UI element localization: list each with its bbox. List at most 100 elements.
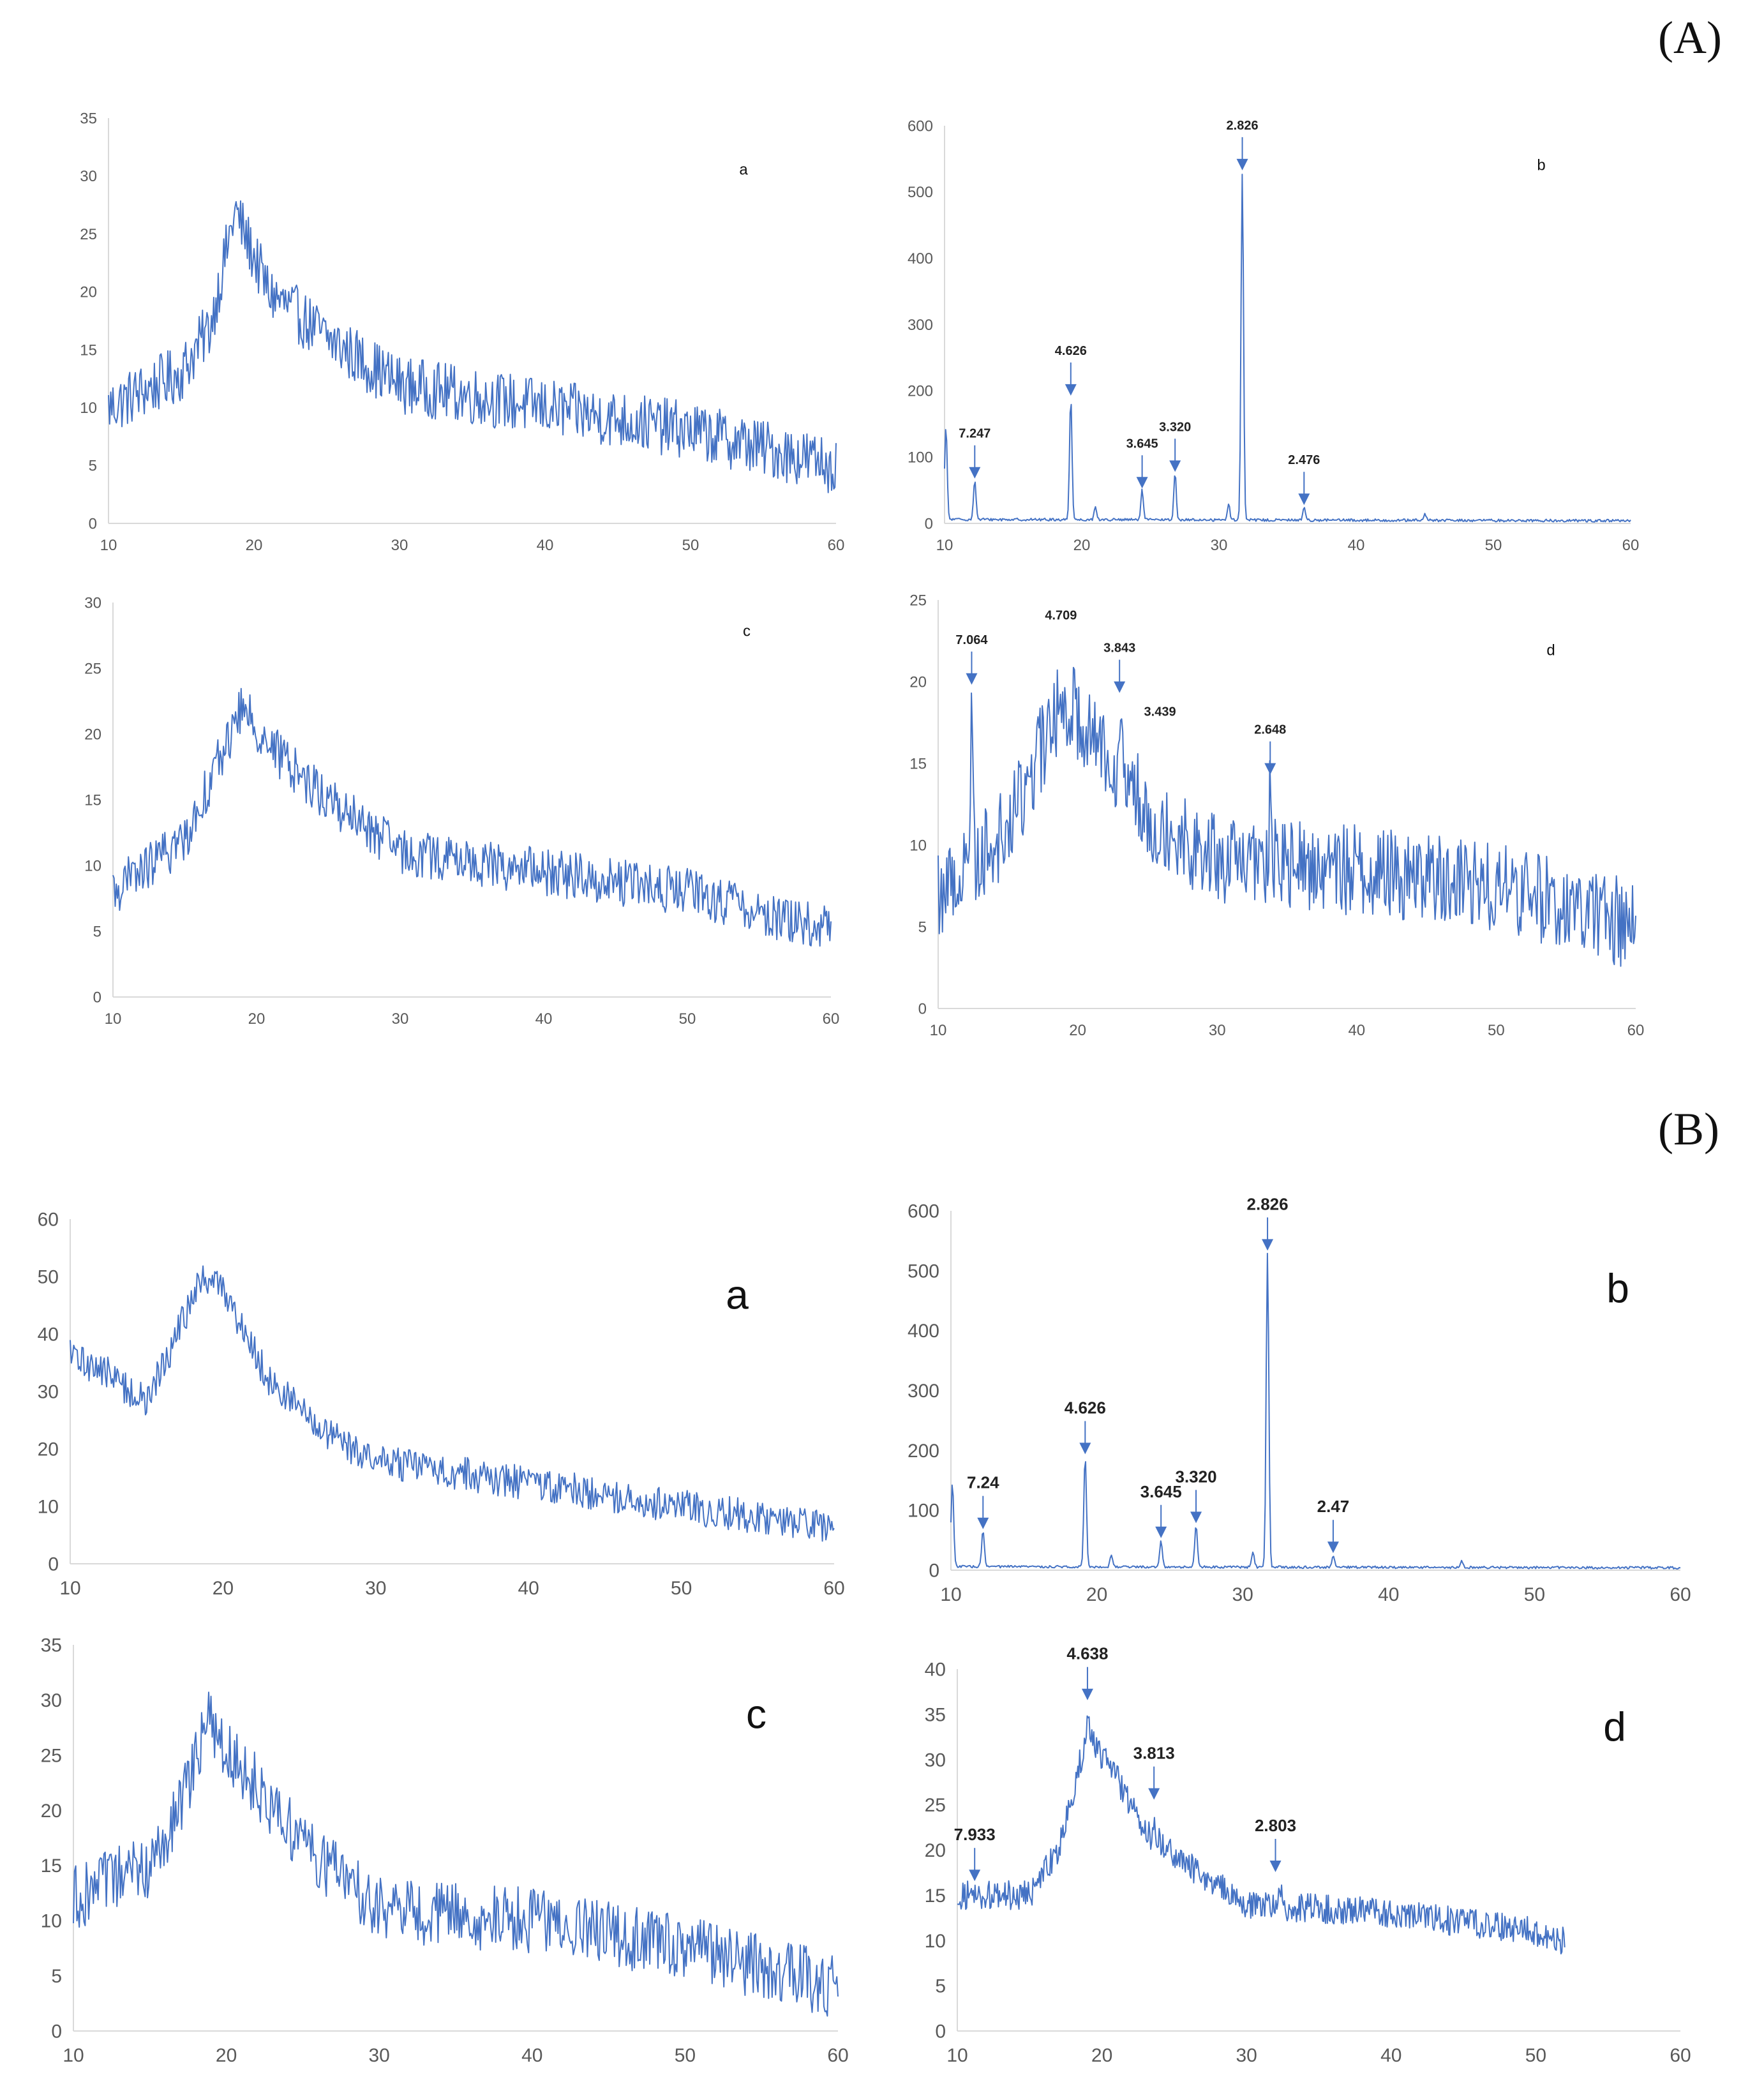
- y-tick-label: 30: [80, 168, 97, 185]
- y-tick-label: 15: [925, 1885, 946, 1907]
- y-tick-label: 30: [38, 1382, 59, 1403]
- d-spacing-label: 4.709: [1045, 608, 1077, 622]
- x-tick-label: 50: [1524, 1584, 1545, 1605]
- series-line: [950, 1252, 1681, 1570]
- y-tick-label: 25: [84, 660, 101, 677]
- y-tick-label: 10: [80, 400, 97, 417]
- series-line: [112, 687, 832, 947]
- panel-letter: c: [743, 622, 751, 640]
- chart-A-a: 0 5 10 15 20 25 30 35 10 20 30 40 50 60 a: [80, 110, 844, 554]
- annotation-arrowhead: [1269, 1861, 1282, 1873]
- x-tick-label: 40: [535, 1010, 553, 1028]
- x-tick-label: 10: [940, 1584, 961, 1605]
- x-tick-label: 20: [248, 1010, 265, 1028]
- x-tick-label: 60: [1670, 1584, 1691, 1605]
- panel-letter: b: [1537, 156, 1545, 174]
- series-line: [108, 200, 837, 493]
- y-tick-label: 500: [908, 1261, 939, 1282]
- x-tick-label: 60: [823, 1010, 840, 1028]
- chart-B-c: 0 5 10 15 20 25 30 35 10 20 30 40 50 60 c: [41, 1635, 849, 2067]
- x-tick-label: 10: [946, 2045, 968, 2066]
- x-tick-label: 20: [1073, 537, 1091, 554]
- y-tick-label: 100: [908, 449, 933, 467]
- chart-A-c: 0 5 10 15 20 25 30 10 20 30 40 50 60 c: [84, 594, 839, 1028]
- x-tick-label: 10: [100, 537, 117, 554]
- d-spacing-label: 2.803: [1255, 1816, 1296, 1835]
- y-tick-label: 0: [918, 1000, 927, 1017]
- x-tick-label: 20: [216, 2045, 237, 2066]
- x-tick-label: 50: [1488, 1022, 1505, 1039]
- annotation-arrowhead: [1236, 158, 1248, 170]
- x-tick-label: 50: [1485, 537, 1502, 554]
- y-tick-label: 200: [908, 1441, 939, 1462]
- d-spacing-label: 2.47: [1317, 1497, 1350, 1516]
- y-tick-label: 25: [909, 592, 927, 609]
- x-tick-label: 10: [930, 1022, 947, 1039]
- x-tick-label: 20: [1086, 1584, 1107, 1605]
- y-tick-label: 500: [908, 184, 933, 201]
- y-tick-label: 25: [41, 1745, 62, 1766]
- y-tick-label: 10: [909, 837, 927, 854]
- y-tick-label: 0: [48, 1554, 59, 1575]
- y-tick-label: 15: [84, 791, 101, 809]
- x-tick-label: 60: [823, 1578, 844, 1599]
- x-tick-label: 10: [59, 1578, 80, 1599]
- y-tick-label: 30: [925, 1750, 946, 1771]
- y-tick-label: 300: [908, 1381, 939, 1402]
- x-tick-label: 10: [936, 537, 953, 554]
- x-tick-label: 30: [369, 2045, 390, 2066]
- annotation-arrowhead: [969, 467, 981, 479]
- series-line: [938, 666, 1636, 967]
- x-tick-label: 40: [518, 1578, 539, 1599]
- x-tick-label: 50: [682, 537, 699, 554]
- x-tick-label: 60: [1622, 537, 1640, 554]
- x-tick-label: 30: [391, 537, 408, 554]
- x-tick-label: 50: [675, 2045, 696, 2066]
- d-spacing-label: 3.439: [1144, 705, 1176, 719]
- annotation-arrowhead: [1327, 1541, 1339, 1554]
- x-tick-label: 20: [246, 537, 263, 554]
- annotation-arrowhead: [966, 673, 978, 685]
- y-tick-label: 600: [908, 1201, 939, 1222]
- annotation-arrowhead: [1065, 384, 1077, 396]
- x-tick-label: 10: [105, 1010, 122, 1028]
- y-tick-label: 25: [80, 226, 97, 243]
- annotation-arrowhead: [1155, 1526, 1167, 1538]
- x-tick-label: 60: [828, 537, 845, 554]
- annotation-arrowhead: [1298, 493, 1310, 506]
- x-tick-label: 40: [1348, 537, 1365, 554]
- y-tick-label: 15: [909, 755, 927, 772]
- x-tick-label: 40: [1378, 1584, 1399, 1605]
- y-tick-label: 0: [89, 515, 97, 532]
- annotation-arrowhead: [1190, 1511, 1202, 1524]
- y-tick-label: 20: [41, 1801, 62, 1822]
- y-tick-label: 15: [80, 341, 97, 359]
- x-tick-label: 60: [1627, 1022, 1645, 1039]
- x-tick-label: 30: [365, 1578, 386, 1599]
- x-tick-label: 40: [537, 537, 554, 554]
- y-tick-label: 40: [38, 1324, 59, 1345]
- y-tick-label: 0: [51, 2021, 62, 2042]
- x-tick-label: 50: [671, 1578, 692, 1599]
- d-spacing-label: 7.24: [967, 1473, 999, 1492]
- panel-letter: c: [746, 1691, 766, 1737]
- y-tick-label: 400: [908, 1321, 939, 1342]
- y-tick-label: 20: [38, 1439, 59, 1460]
- x-tick-label: 10: [63, 2045, 84, 2066]
- d-spacing-label: 7.933: [954, 1825, 996, 1844]
- x-tick-label: 60: [1670, 2045, 1691, 2066]
- y-tick-label: 20: [909, 673, 927, 691]
- d-spacing-label: 3.645: [1126, 437, 1158, 451]
- y-tick-label: 100: [908, 1501, 939, 1522]
- annotation-arrowhead: [977, 1517, 989, 1529]
- panel-letter: b: [1606, 1265, 1629, 1311]
- y-tick-label: 10: [925, 1931, 946, 1952]
- y-tick-label: 0: [935, 2021, 946, 2042]
- x-tick-label: 30: [1232, 1584, 1253, 1605]
- x-tick-label: 30: [1209, 1022, 1226, 1039]
- y-tick-label: 5: [51, 1966, 62, 1987]
- x-tick-label: 50: [1525, 2045, 1546, 2066]
- panel-letter: a: [726, 1271, 749, 1317]
